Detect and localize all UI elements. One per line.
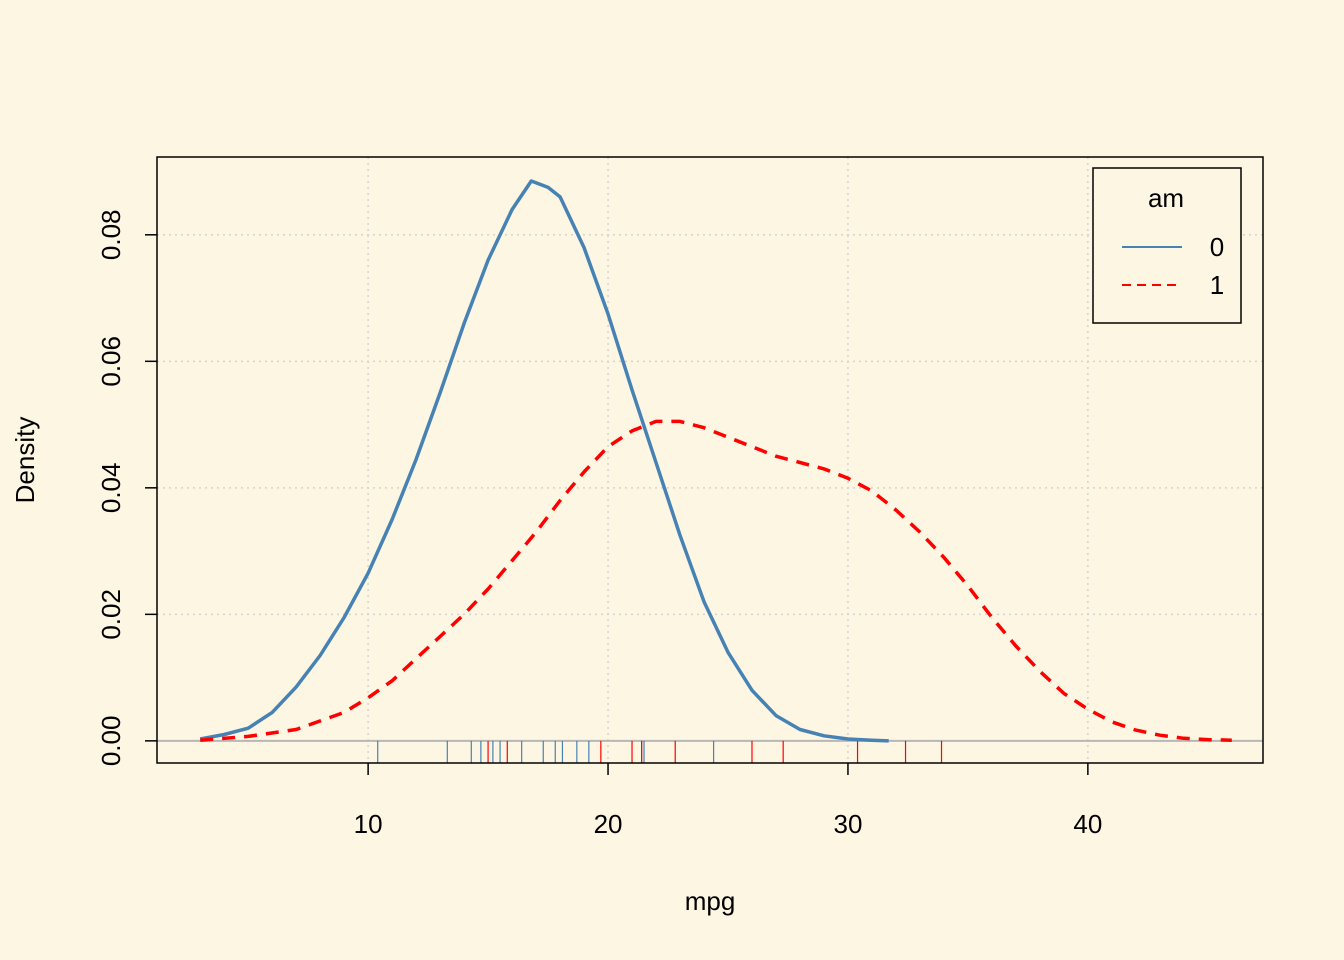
y-tick-label: 0.02 <box>96 589 126 640</box>
plot-frame <box>156 156 1264 764</box>
y-tick-label: 0.04 <box>96 463 126 514</box>
x-tick-label: 20 <box>594 809 623 839</box>
legend-title: am <box>1148 183 1184 213</box>
x-tick-label: 30 <box>833 809 862 839</box>
x-axis-label: mpg <box>685 886 736 916</box>
y-tick-label: 0.06 <box>96 336 126 387</box>
density-line-1 <box>200 419 1232 742</box>
x-axis: 10 20 30 40 <box>354 763 1102 839</box>
y-axis-label: Density <box>10 417 40 504</box>
density-curves <box>199 179 1232 743</box>
x-tick-label: 40 <box>1073 809 1102 839</box>
x-tick-label: 10 <box>354 809 383 839</box>
y-tick-label: 0.00 <box>96 716 126 767</box>
legend: am 01 <box>1092 167 1242 324</box>
legend-entries: 01 <box>1122 232 1224 300</box>
rug-ticks <box>377 740 943 763</box>
legend-box <box>1092 167 1242 324</box>
legend-label-1: 1 <box>1210 270 1224 300</box>
density-line-0 <box>199 179 889 743</box>
y-tick-label: 0.08 <box>96 210 126 261</box>
y-axis: 0.00 0.02 0.04 0.06 0.08 <box>96 210 157 767</box>
legend-label-0: 0 <box>1210 232 1224 262</box>
